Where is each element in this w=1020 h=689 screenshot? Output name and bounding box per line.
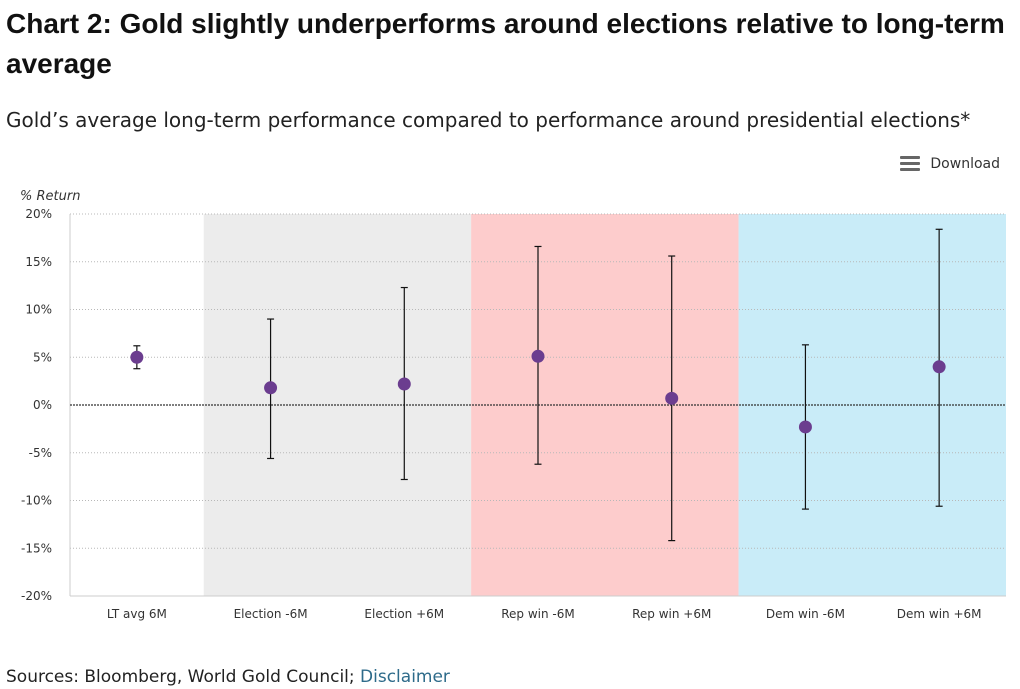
x-tick-label: LT avg 6M — [107, 607, 167, 621]
x-tick-label: Election +6M — [364, 607, 444, 621]
disclaimer-link[interactable]: Disclaimer — [360, 667, 450, 687]
menu-icon — [900, 156, 921, 172]
y-tick-label: -5% — [29, 446, 52, 460]
y-tick-label: 15% — [25, 255, 52, 269]
y-tick-label: 5% — [33, 350, 52, 364]
y-axis-title: % Return — [20, 189, 80, 204]
chart-title: Chart 2: Gold slightly underperforms aro… — [6, 8, 1005, 79]
chart-area: 20% 15% 10% 5% 0% -5% -10% -15% -20% % Return LT a… — [20, 189, 1006, 621]
data-point[interactable] — [130, 350, 144, 364]
data-point[interactable] — [397, 377, 411, 391]
data-point[interactable] — [665, 391, 679, 405]
download-label: Download — [930, 156, 1000, 172]
y-tick-label: 0% — [33, 398, 52, 412]
data-point[interactable] — [264, 381, 278, 395]
y-tick-label: -20% — [21, 589, 52, 603]
sources-text: Sources: Bloomberg, World Gold Council; — [6, 667, 355, 687]
x-tick-label: Rep win +6M — [632, 607, 711, 621]
y-tick-label: 10% — [25, 303, 52, 317]
download-button[interactable]: Download — [900, 156, 1000, 172]
data-point[interactable] — [932, 360, 946, 374]
x-tick-label: Rep win -6M — [501, 607, 575, 621]
footer: Sources: Bloomberg, World Gold Council; … — [6, 667, 450, 687]
x-tick-label: Election -6M — [234, 607, 308, 621]
x-tick-label: Dem win +6M — [897, 607, 982, 621]
x-tick-label: Dem win -6M — [766, 607, 845, 621]
data-point[interactable] — [798, 420, 812, 434]
y-tick-label: 20% — [25, 207, 52, 221]
y-tick-label: -15% — [21, 541, 52, 555]
y-tick-label: -10% — [21, 494, 52, 508]
chart-subtitle: Gold’s average long-term performance com… — [6, 108, 971, 132]
data-point[interactable] — [531, 349, 545, 363]
